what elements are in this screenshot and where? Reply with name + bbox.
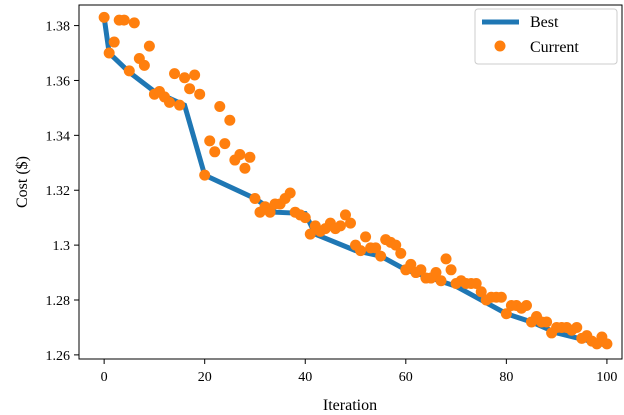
current-point [601, 338, 613, 350]
current-point [108, 36, 120, 48]
current-point [184, 83, 196, 95]
current-point [339, 209, 351, 221]
y-tick-label: 1.34 [46, 129, 71, 144]
x-tick-label: 100 [596, 370, 617, 385]
current-point [118, 14, 130, 26]
current-point [169, 68, 181, 80]
current-point [390, 239, 402, 251]
current-point [199, 169, 211, 181]
current-point [244, 151, 256, 163]
current-point [571, 321, 583, 333]
y-axis-ticks: 1.26 1.28 1.3 1.32 1.34 1.36 1.38 [46, 20, 79, 364]
series-layer [98, 11, 613, 350]
x-axis-label: Iteration [323, 397, 377, 414]
current-point [304, 228, 316, 240]
current-point [179, 72, 191, 84]
current-point [204, 135, 216, 147]
current-point [370, 242, 382, 254]
current-point [495, 291, 507, 303]
x-tick-label: 80 [499, 370, 513, 385]
legend: Best Current [474, 8, 618, 65]
current-point [224, 114, 236, 126]
current-point [520, 299, 532, 311]
current-point [264, 206, 276, 218]
current-point [500, 308, 512, 320]
x-tick-label: 0 [101, 370, 108, 385]
current-point [189, 69, 201, 81]
x-tick-label: 20 [198, 370, 212, 385]
current-point [334, 220, 346, 232]
current-point [395, 247, 407, 259]
series-line-best [101, 17, 608, 348]
current-point [360, 231, 372, 243]
y-tick-label: 1.26 [46, 349, 71, 364]
legend-best-label: Best [530, 14, 559, 31]
y-tick-label: 1.36 [46, 74, 71, 89]
current-point [123, 65, 135, 77]
x-tick-label: 40 [298, 370, 312, 385]
current-point [98, 11, 110, 23]
current-point [541, 316, 553, 328]
legend-current-swatch [494, 40, 506, 52]
legend-current-label: Current [530, 39, 579, 56]
current-point [445, 264, 457, 276]
y-tick-label: 1.28 [46, 294, 71, 309]
current-point [209, 146, 221, 158]
plot-frame [78, 4, 623, 360]
current-point [345, 217, 356, 229]
y-tick-label: 1.38 [46, 20, 71, 35]
current-point [174, 99, 186, 111]
current-point [299, 212, 311, 224]
current-point [138, 59, 150, 71]
current-point [219, 138, 231, 150]
current-point [103, 47, 115, 59]
current-point [435, 275, 447, 287]
current-point [440, 253, 452, 265]
y-tick-label: 1.32 [46, 184, 71, 199]
current-point [405, 258, 417, 270]
current-point [128, 17, 140, 29]
current-point [284, 187, 296, 199]
current-point [355, 245, 367, 257]
current-point [475, 286, 487, 298]
y-axis-label: Cost ($) [14, 156, 31, 208]
current-point [194, 88, 206, 100]
current-point [249, 192, 261, 204]
current-point [415, 264, 427, 276]
x-tick-label: 60 [399, 370, 413, 385]
current-point [470, 278, 482, 290]
current-point [143, 40, 155, 52]
current-point [239, 162, 251, 174]
current-point [430, 267, 442, 279]
current-point [234, 149, 246, 161]
y-tick-label: 1.3 [53, 239, 71, 254]
current-point [214, 101, 226, 113]
current-point [164, 96, 175, 108]
x-axis-ticks: 0 20 40 60 80 100 [101, 359, 617, 385]
current-point [375, 250, 387, 262]
